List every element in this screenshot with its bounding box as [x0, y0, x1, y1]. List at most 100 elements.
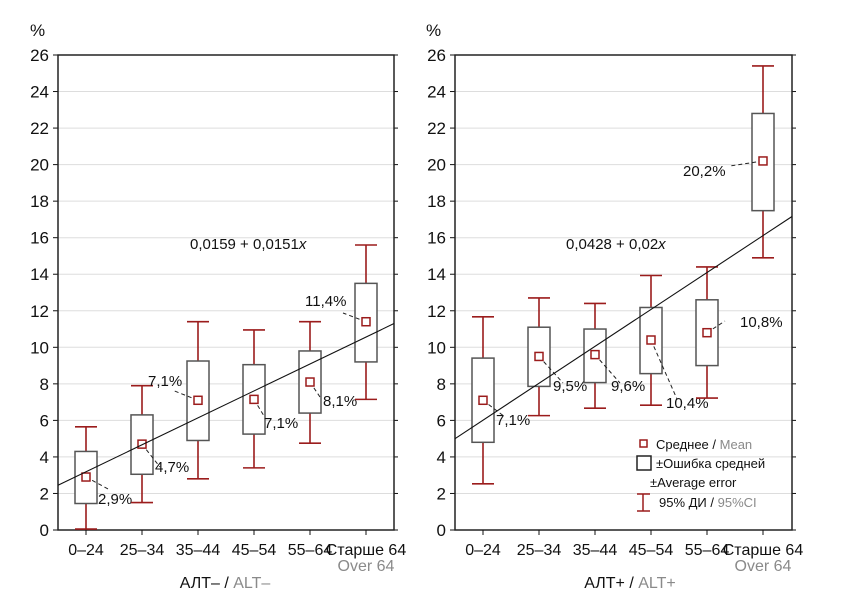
- mean-label: 7,1%: [264, 415, 298, 432]
- x-tick-label: 0–24: [68, 542, 104, 559]
- x-tick-label: 35–44: [176, 542, 221, 559]
- trend-equation-text: 0,0159 + 0,0151: [190, 236, 299, 253]
- label-leader: [85, 476, 111, 491]
- label-leader: [141, 443, 161, 468]
- x-tick-label: Старше 64: [326, 542, 407, 559]
- mean-marker: [702, 327, 712, 338]
- y-tick-label: 8: [437, 375, 446, 394]
- mean-label: 7,1%: [496, 412, 530, 429]
- y-unit-label: %: [426, 21, 441, 40]
- mean-marker: [81, 472, 91, 482]
- legend-mean-ru: Среднее: [656, 437, 709, 452]
- trend-line: [57, 323, 395, 486]
- mean-label: 10,4%: [666, 395, 709, 412]
- mean-marker: [590, 349, 600, 360]
- legend-sep: /: [709, 437, 720, 452]
- x-tick-label: 35–44: [573, 542, 618, 559]
- mean-label: 20,2%: [683, 163, 726, 180]
- trend-equation: 0,0428 + 0,02x: [566, 236, 666, 253]
- mean-label: 4,7%: [155, 459, 189, 476]
- mean-label: 9,6%: [611, 378, 645, 395]
- label-leader: [650, 339, 678, 400]
- y-tick-label: 22: [30, 119, 49, 138]
- legend-mean-en: Mean: [720, 437, 753, 452]
- x-tick-label: 55–64: [288, 542, 333, 559]
- trend-line: [454, 216, 793, 440]
- x-tick-label: 55–64: [685, 542, 730, 559]
- plot-frame: [454, 54, 793, 531]
- legend: Среднее / Mean ±Ошибка средней ±Average er…: [636, 437, 765, 512]
- x-tick-label-secondary: Over 64: [338, 558, 395, 575]
- y-tick-label: 10: [30, 338, 49, 357]
- y-tick-label: 18: [30, 192, 49, 211]
- x-axis-title-ru: АЛТ–: [180, 575, 220, 592]
- y-tick-label: 8: [40, 375, 49, 394]
- y-tick-label: 20: [30, 156, 49, 175]
- mean-marker: [534, 351, 544, 362]
- mean-label: 9,5%: [553, 378, 587, 395]
- y-tick-label: 14: [427, 265, 446, 284]
- legend-box-label: ±Ошибка средней: [656, 456, 765, 471]
- mean-label: 11,4%: [305, 293, 346, 310]
- x-axis-title: АЛТ+ / ALT+: [584, 575, 675, 592]
- mean-marker: [646, 335, 656, 345]
- y-tick-label: 26: [30, 46, 49, 65]
- x-tick-label: 0–24: [465, 542, 501, 559]
- x-tick-label: Старше 64: [723, 542, 804, 559]
- mean-marker: [361, 316, 371, 327]
- y-tick-label: 0: [40, 521, 49, 540]
- legend-ci-en: 95%CI: [718, 495, 757, 510]
- legend-box-icon: [636, 455, 652, 471]
- x-axis-title-sep: /: [625, 575, 638, 592]
- y-tick-label: 14: [30, 265, 49, 284]
- y-unit-label: %: [30, 21, 45, 40]
- legend-sep: /: [707, 495, 718, 510]
- y-tick-label: 4: [40, 448, 49, 467]
- y-tick-label: 18: [427, 192, 446, 211]
- mean-marker: [758, 156, 768, 166]
- mean-marker: [193, 395, 203, 406]
- y-tick-label: 4: [437, 448, 446, 467]
- legend-box-label-en: ±Average error: [650, 475, 737, 490]
- mean-label: 10,8%: [740, 314, 783, 331]
- label-leader: [594, 354, 621, 384]
- y-tick-label: 22: [427, 119, 446, 138]
- legend-ci-ru: 95% ДИ: [659, 495, 707, 510]
- x-axis-title-en: ALT–: [233, 575, 270, 592]
- y-tick-label: 0: [437, 521, 446, 540]
- x-axis-title: АЛТ– / ALT–: [180, 575, 271, 592]
- y-tick-label: 24: [427, 83, 446, 102]
- label-leader: [482, 399, 506, 418]
- trend-equation-text: 0,0428 + 0,02: [566, 236, 658, 253]
- y-tick-label: 10: [427, 338, 446, 357]
- y-tick-label: 2: [437, 484, 446, 503]
- x-axis-title-sep: /: [220, 575, 233, 592]
- label-leader: [729, 160, 764, 167]
- y-tick-label: 24: [30, 83, 49, 102]
- x-axis-title-ru: АЛТ+: [584, 575, 625, 592]
- mean-label: 2,9%: [98, 491, 132, 508]
- mean-label: 8,1%: [323, 393, 357, 410]
- y-tick-label: 26: [427, 46, 446, 65]
- mean-marker: [137, 439, 147, 449]
- x-tick-label-secondary: Over 64: [735, 558, 792, 575]
- y-tick-label: 12: [427, 302, 446, 321]
- x-tick-label: 25–34: [517, 542, 562, 559]
- trend-equation-var: x: [657, 236, 666, 253]
- plot-frame: [57, 54, 395, 531]
- trend-equation: 0,0159 + 0,0151x: [190, 236, 307, 253]
- x-tick-label: 45–54: [629, 542, 674, 559]
- x-tick-label: 45–54: [232, 542, 277, 559]
- y-tick-label: 12: [30, 302, 49, 321]
- legend-mean-icon: [639, 439, 648, 448]
- x-tick-label: 25–34: [120, 542, 165, 559]
- y-tick-label: 2: [40, 484, 49, 503]
- trend-equation-var: x: [298, 236, 307, 253]
- x-axis-title-en: ALT+: [638, 575, 676, 592]
- legend-mean-label: Среднее / Mean: [656, 437, 752, 452]
- legend-ci-label: 95% ДИ / 95%CI: [659, 495, 757, 510]
- mean-marker: [478, 395, 488, 406]
